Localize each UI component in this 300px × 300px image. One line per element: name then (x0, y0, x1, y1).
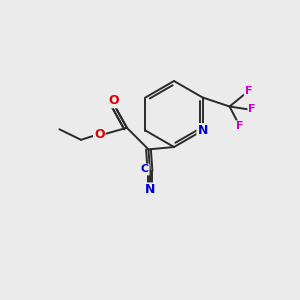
Text: F: F (236, 121, 244, 131)
Text: F: F (248, 104, 256, 115)
Text: O: O (108, 94, 119, 107)
Text: C: C (140, 164, 149, 175)
Text: N: N (145, 183, 155, 196)
Text: N: N (197, 124, 208, 137)
Text: O: O (94, 128, 105, 141)
Text: F: F (245, 86, 252, 97)
